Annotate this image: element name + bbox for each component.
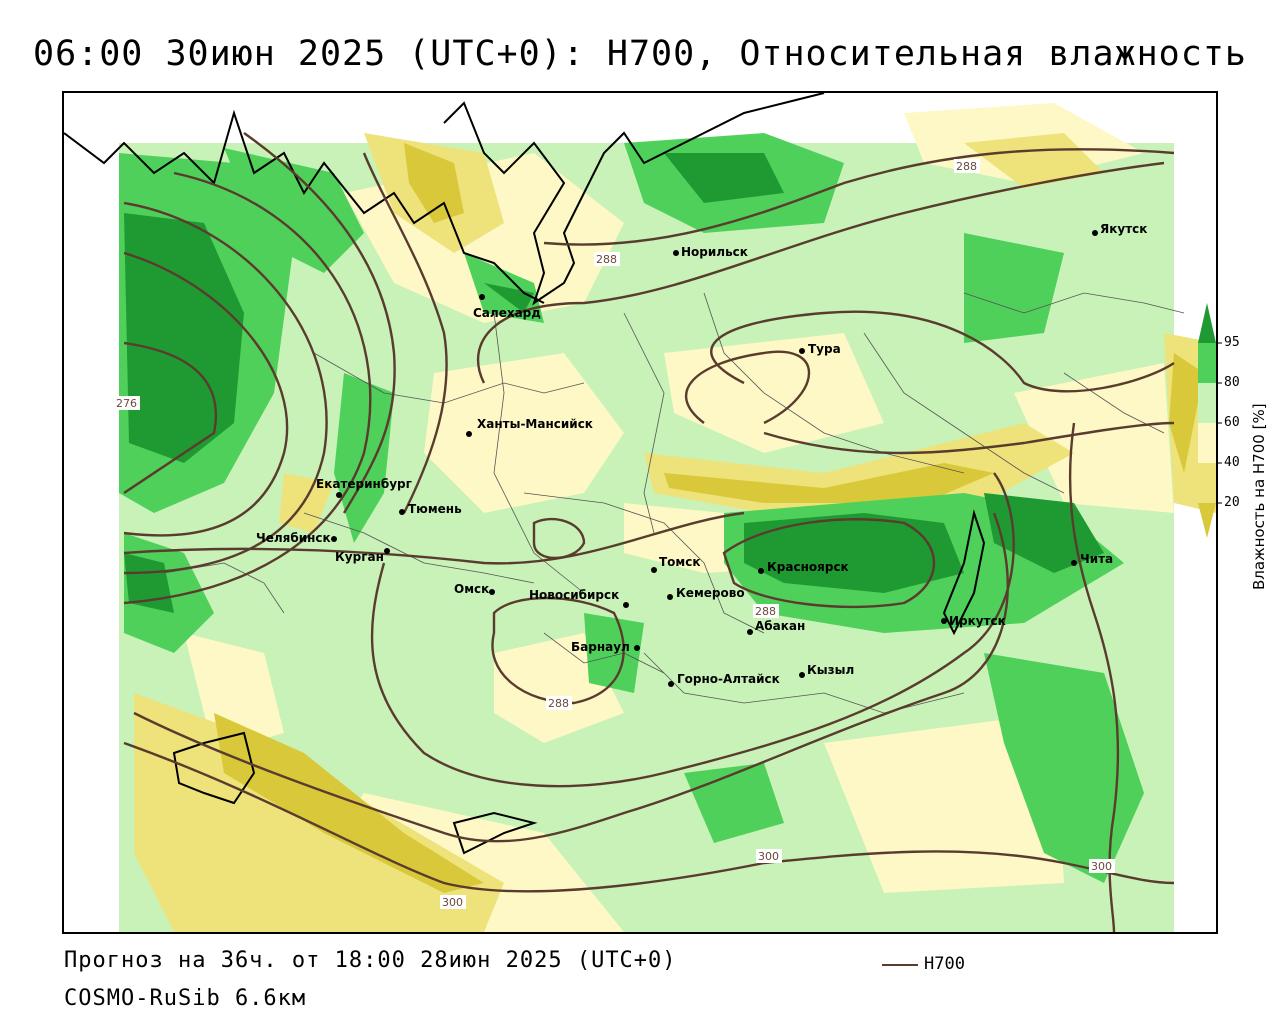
contour-label: 288 xyxy=(956,160,977,173)
svg-text:Челябинск: Челябинск xyxy=(256,531,331,545)
contour-label: 300 xyxy=(758,850,779,863)
city-kyzyl[interactable]: Кызыл xyxy=(799,663,854,678)
city-markers: Норильск Якутск Салехард Тура Ханты-Манс… xyxy=(256,222,1147,687)
contour-label: 288 xyxy=(596,253,617,266)
svg-text:Курган: Курган xyxy=(335,550,384,564)
city-tomsk[interactable]: Томск xyxy=(651,555,701,573)
legend-level-95: 95 xyxy=(1224,335,1240,350)
legend-level-20: 20 xyxy=(1224,495,1240,510)
city-gorno-altaysk[interactable]: Горно-Алтайск xyxy=(668,672,780,687)
svg-text:Абакан: Абакан xyxy=(755,619,805,633)
contour-label: 288 xyxy=(548,697,569,710)
legend-title: Влажность на H700 [%] xyxy=(1250,403,1268,590)
humidity-map[interactable]: 276 288 288 288 288 300 300 300 Норильск… xyxy=(62,91,1218,934)
city-chelyabinsk[interactable]: Челябинск xyxy=(256,531,337,545)
svg-text:Норильск: Норильск xyxy=(681,245,748,259)
contour-legend-label: H700 xyxy=(924,954,965,974)
legend-level-40: 40 xyxy=(1224,455,1240,470)
map-title: 06:00 30июн 2025 (UTC+0): H700, Относите… xyxy=(33,34,1247,74)
svg-text:Екатеринбург: Екатеринбург xyxy=(316,477,412,491)
city-khanty-mansiysk[interactable]: Ханты-Мансийск xyxy=(466,417,593,437)
svg-text:Новосибирск: Новосибирск xyxy=(529,588,619,602)
city-tyumen[interactable]: Тюмень xyxy=(399,502,462,516)
map-canvas: 276 288 288 288 288 300 300 300 Норильск… xyxy=(64,93,1216,932)
city-irkutsk[interactable]: Иркутск xyxy=(941,614,1006,628)
city-kurgan[interactable]: Курган xyxy=(335,548,390,564)
city-norilsk[interactable]: Норильск xyxy=(673,245,748,259)
contour-legend-line xyxy=(882,964,918,966)
contour-labels: 276 288 288 288 288 300 300 300 xyxy=(114,159,1115,909)
city-novosibirsk[interactable]: Новосибирск xyxy=(529,588,629,608)
legend-level-80: 80 xyxy=(1224,375,1240,390)
city-omsk[interactable]: Омск xyxy=(454,582,495,596)
svg-text:Красноярск: Красноярск xyxy=(767,560,849,574)
admin-borders xyxy=(163,292,1185,714)
svg-text:Кемерово: Кемерово xyxy=(676,586,745,600)
svg-text:Тюмень: Тюмень xyxy=(408,502,462,516)
svg-text:Тура: Тура xyxy=(808,342,841,356)
contour-label: 276 xyxy=(116,397,137,410)
city-yekaterinburg[interactable]: Екатеринбург xyxy=(316,477,412,498)
svg-text:Кызыл: Кызыл xyxy=(807,663,854,677)
city-barnaul[interactable]: Барнаул xyxy=(571,640,640,654)
svg-text:Горно-Алтайск: Горно-Алтайск xyxy=(677,672,780,686)
contour-label: 300 xyxy=(442,896,463,909)
contour-label: 300 xyxy=(1091,860,1112,873)
city-chita[interactable]: Чита xyxy=(1071,552,1113,566)
city-salekhard[interactable]: Салехард xyxy=(473,294,541,320)
svg-text:Иркутск: Иркутск xyxy=(949,614,1006,628)
svg-text:Салехард: Салехард xyxy=(473,306,541,320)
contour-label: 288 xyxy=(755,605,776,618)
svg-text:Омск: Омск xyxy=(454,582,489,596)
color-scale-bar xyxy=(1198,303,1222,538)
svg-text:Ханты-Мансийск: Ханты-Мансийск xyxy=(477,417,593,431)
svg-text:Чита: Чита xyxy=(1080,552,1113,566)
color-scale-legend: 95 80 60 40 20 xyxy=(1196,298,1280,598)
svg-text:Томск: Томск xyxy=(659,555,701,569)
coastlines xyxy=(64,93,986,855)
svg-text:Якутск: Якутск xyxy=(1100,222,1147,236)
humidity-below-20-areas xyxy=(214,143,1204,893)
city-yakutsk[interactable]: Якутск xyxy=(1092,222,1147,236)
h700-contours xyxy=(123,132,1175,932)
city-tura[interactable]: Тура xyxy=(799,342,841,356)
forecast-info: Прогноз на 36ч. от 18:00 28июн 2025 (UTC… xyxy=(64,948,677,973)
city-abakan[interactable]: Абакан xyxy=(747,619,805,635)
contour-legend: H700 xyxy=(882,954,992,976)
model-name: COSMO-RuSib 6.6км xyxy=(64,986,307,1011)
legend-level-60: 60 xyxy=(1224,415,1240,430)
svg-text:Барнаул: Барнаул xyxy=(571,640,630,654)
city-kemerovo[interactable]: Кемерово xyxy=(667,586,745,600)
city-krasnoyarsk[interactable]: Красноярск xyxy=(758,560,849,574)
